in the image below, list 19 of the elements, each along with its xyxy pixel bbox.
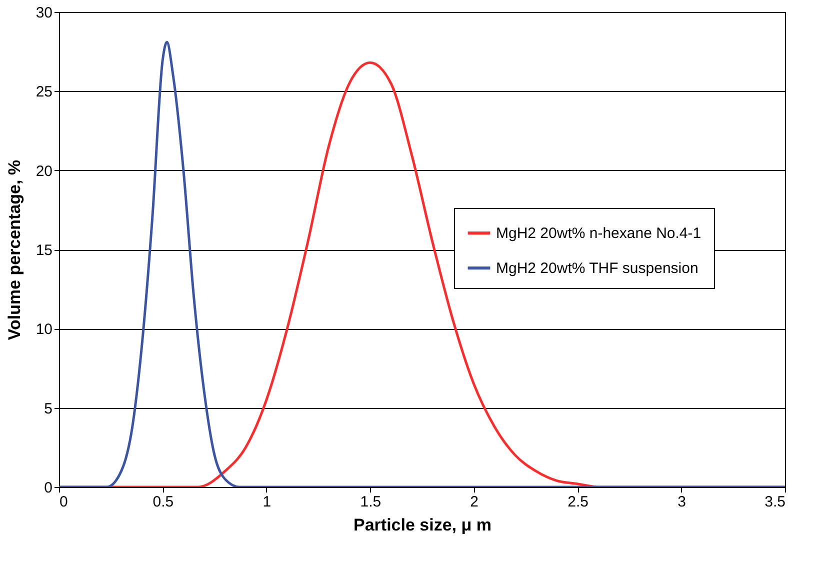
legend-label: MgH2 20wt% n-hexane No.4-1: [496, 225, 702, 242]
y-tick-label: 10: [36, 321, 52, 338]
legend-label: MgH2 20wt% THF suspension: [496, 260, 698, 277]
y-tick-label: 20: [36, 162, 52, 180]
y-tick-label: 30: [36, 4, 52, 22]
x-tick-label: 3.5: [764, 494, 786, 510]
x-axis-title: Particle size, μ m: [354, 516, 492, 534]
y-tick-label: 5: [44, 400, 52, 418]
x-tick-label: 2: [470, 494, 479, 510]
y-tick-label: 0: [44, 480, 52, 496]
x-tick-label: 1.5: [360, 494, 382, 510]
y-axis-title: Volume percentage, %: [4, 160, 24, 340]
x-tick-label: 0: [60, 494, 68, 510]
y-tick-label: 15: [36, 242, 52, 259]
x-tick-label: 3: [678, 494, 686, 510]
x-tick-label: 0.5: [152, 494, 174, 510]
y-tick-label: 25: [36, 84, 52, 101]
x-tick-label: 1: [262, 494, 272, 510]
x-tick-label: 2.5: [568, 494, 588, 510]
